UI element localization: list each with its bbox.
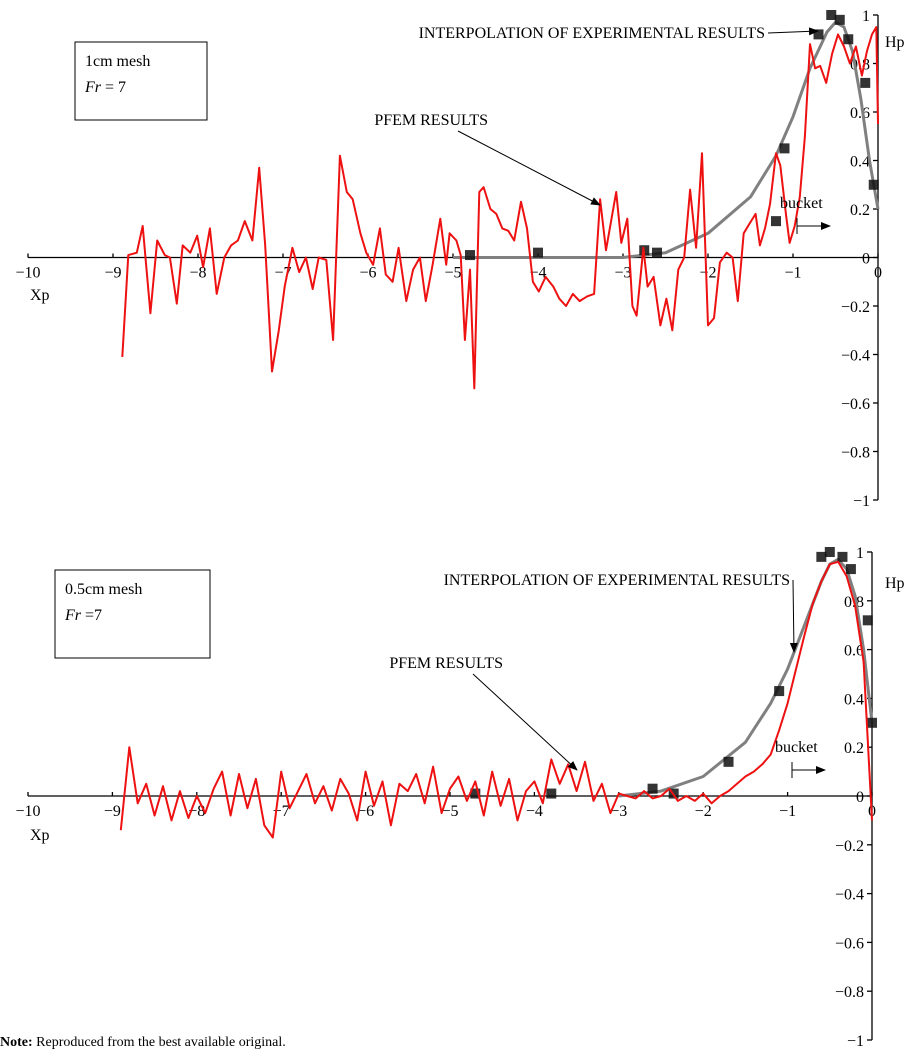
x-tick-label: −6	[359, 265, 376, 282]
x-tick-label: −5	[441, 803, 458, 820]
experimental-point	[845, 564, 856, 575]
y-tick-label: −0.8	[841, 445, 870, 462]
annotation-arrow	[472, 673, 578, 771]
y-tick-label: −0.6	[835, 935, 864, 952]
experimental-point	[771, 216, 781, 227]
experimental-point	[837, 551, 848, 562]
series-annotation: INTERPOLATION OF EXPERIMENTAL RESULTS	[444, 572, 790, 589]
x-tick-label: −5	[444, 265, 461, 282]
info-box-line: Fr =7	[64, 607, 102, 624]
annotation-arrow	[767, 27, 819, 36]
y-tick-label: 1	[862, 8, 870, 25]
annotation-arrow	[457, 130, 601, 206]
y-tick-label: 0.6	[844, 643, 864, 660]
x-tick-label: −1	[779, 803, 796, 820]
note: Note: Reproduced from the best available…	[0, 1035, 286, 1050]
pfem-line	[121, 26, 879, 390]
y-tick-label: −0.2	[835, 838, 864, 855]
experimental-point	[723, 756, 734, 767]
y-tick-label: 0.4	[844, 691, 864, 708]
experimental-point	[826, 10, 837, 20]
series-annotation: PFEM RESULTS	[389, 655, 503, 672]
y-tick-label: 0	[856, 789, 864, 806]
y-tick-label: −0.4	[835, 887, 864, 904]
x-tick-label: −10	[15, 803, 40, 820]
annotation-arrow	[789, 579, 798, 653]
x-tick-label: 0	[874, 265, 882, 282]
experimental-point	[843, 34, 854, 45]
experimental-point	[652, 247, 662, 258]
froude-symbol: Fr	[64, 607, 82, 624]
y-tick-label: −1	[853, 493, 870, 510]
note-label: Note:	[0, 1035, 33, 1050]
y-tick-label: −0.8	[835, 984, 864, 1001]
pfem-line	[119, 560, 873, 839]
x-tick-label: −3	[610, 803, 627, 820]
experimental-point	[546, 788, 557, 799]
x-tick-label: −9	[104, 803, 121, 820]
x-tick-label: −8	[189, 265, 206, 282]
y-tick-label: 0	[862, 251, 870, 268]
experimental-point	[816, 551, 827, 562]
bucket-label: bucket	[775, 739, 818, 756]
experimental-point	[862, 615, 873, 626]
y-tick-label: 0.2	[850, 202, 870, 219]
experimental-point	[860, 77, 871, 88]
x-tick-label: −2	[695, 803, 712, 820]
info-box-line: Fr = 7	[84, 79, 126, 96]
interpolation-line	[618, 557, 874, 798]
x-tick-label: −4	[529, 265, 546, 282]
froude-value: = 7	[101, 79, 126, 96]
experimental-point	[647, 783, 658, 794]
experimental-point	[834, 14, 845, 25]
y-tick-label: −0.2	[841, 299, 870, 316]
info-box-line: 0.5cm mesh	[65, 581, 142, 598]
info-box	[54, 569, 211, 659]
froude-symbol: Fr	[84, 79, 102, 96]
y-tick-label: 1	[856, 545, 864, 562]
x-tick-label: −3	[614, 265, 631, 282]
experimental-point	[470, 788, 481, 799]
y-tick-label: −0.6	[841, 396, 870, 413]
info-box-line: 1cm mesh	[85, 53, 150, 70]
experimental-point	[824, 547, 835, 557]
x-tick-label: −9	[104, 265, 121, 282]
x-axis-label: Xp	[30, 287, 50, 304]
y-tick-label: 0.4	[850, 154, 870, 171]
x-tick-label: −4	[526, 803, 543, 820]
bucket-label: bucket	[780, 195, 823, 212]
y-tick-label: −0.4	[841, 348, 870, 365]
x-tick-label: −2	[699, 265, 716, 282]
x-axis-label: Xp	[30, 827, 50, 844]
froude-value: =7	[81, 607, 102, 624]
x-tick-label: −6	[357, 803, 374, 820]
experimental-point	[533, 247, 543, 258]
experimental-point	[465, 250, 475, 261]
series-annotation: INTERPOLATION OF EXPERIMENTAL RESULTS	[419, 25, 765, 42]
y-axis-label: Hp	[885, 34, 905, 51]
note-text: Reproduced from the best available origi…	[33, 1035, 286, 1050]
series-annotation: PFEM RESULTS	[374, 112, 488, 129]
y-axis-label: Hp	[885, 575, 905, 592]
x-tick-label: −10	[15, 265, 40, 282]
x-tick-label: −1	[784, 265, 801, 282]
info-box	[74, 41, 208, 121]
y-tick-label: −1	[847, 1033, 864, 1050]
experimental-point	[779, 143, 790, 154]
experimental-point	[867, 717, 877, 728]
experimental-point	[868, 179, 879, 190]
experimental-point	[774, 686, 785, 697]
y-tick-label: 0.6	[850, 105, 870, 122]
y-tick-label: 0.2	[844, 740, 864, 757]
